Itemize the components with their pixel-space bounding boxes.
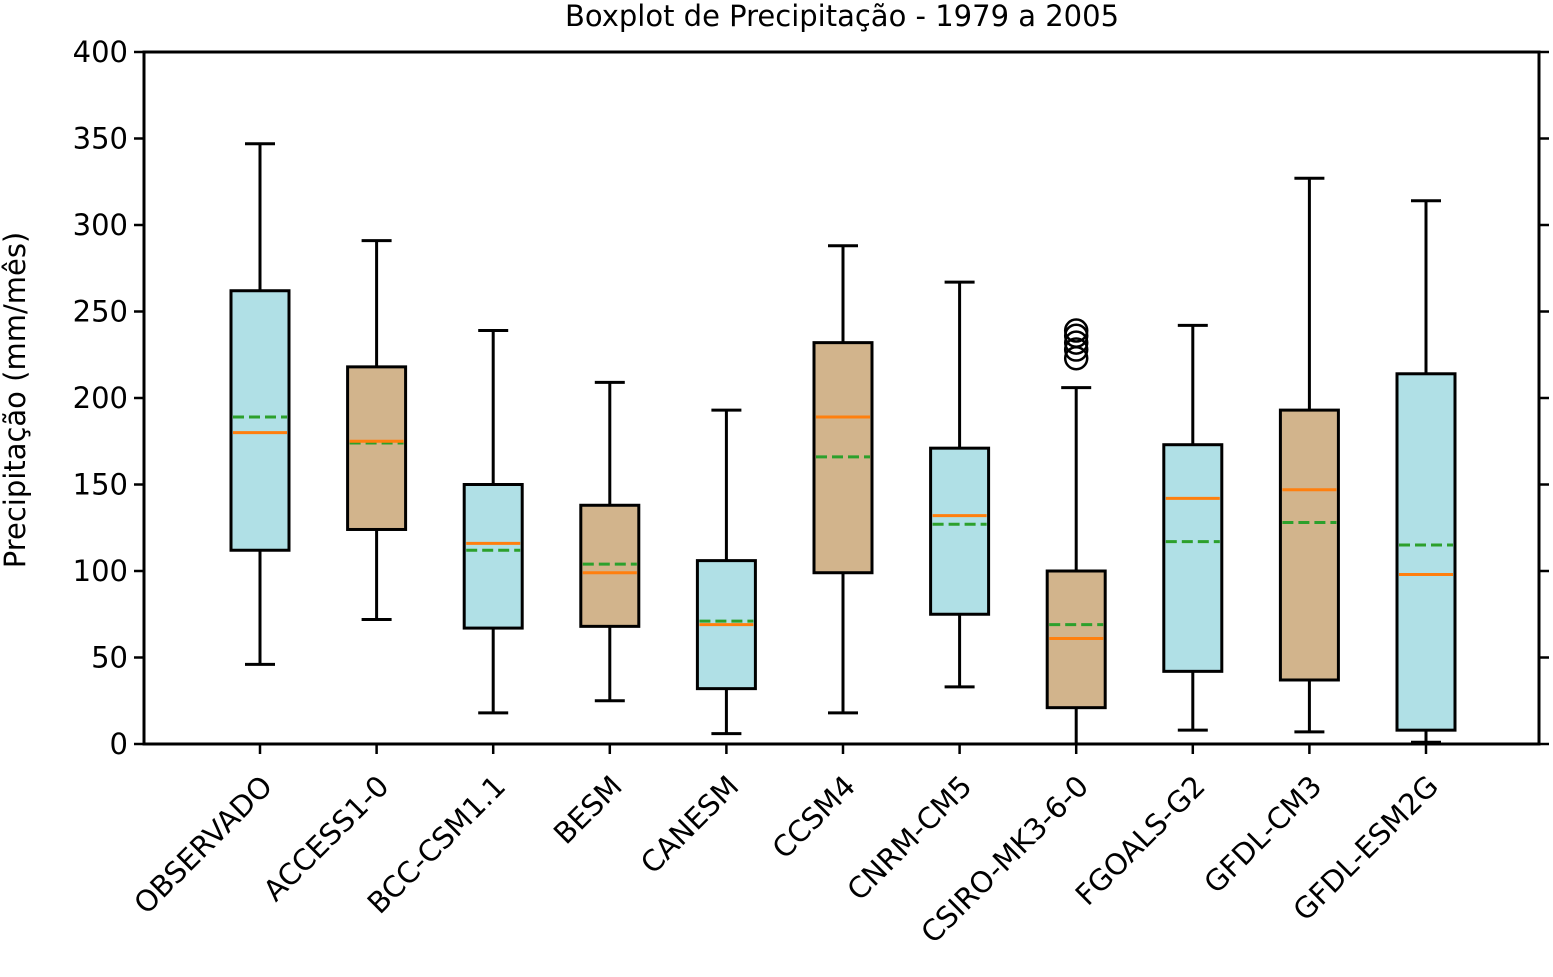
plot-area: 050100150200250300350400OBSERVADOACCESS1… — [73, 35, 1549, 950]
y-tick-label: 100 — [73, 554, 128, 588]
box-iqr — [1278, 408, 1340, 682]
box-iqr — [579, 503, 641, 628]
y-tick-label: 250 — [73, 295, 128, 329]
outlier-point — [1063, 318, 1089, 343]
y-tick-label: 50 — [91, 641, 128, 675]
x-tick-label: CANESM — [634, 769, 745, 880]
box-iqr — [1395, 372, 1457, 732]
box-iqr — [346, 365, 408, 531]
y-tick-label: 150 — [73, 468, 128, 502]
box-iqr — [462, 483, 524, 630]
y-axis-label: Precipitação (mm/mês) — [0, 232, 32, 569]
box-iqr — [1162, 443, 1224, 673]
axes-frame — [142, 50, 1541, 746]
y-tick-label: 400 — [73, 35, 128, 69]
y-tick-label: 300 — [73, 208, 128, 242]
y-tick-label: 200 — [73, 381, 128, 415]
chart-title: Boxplot de Precipitação - 1979 a 2005 — [565, 0, 1119, 33]
box-iqr — [229, 289, 291, 552]
outlier-point — [1063, 330, 1089, 355]
y-tick-label: 0 — [110, 727, 128, 761]
box-iqr — [929, 446, 991, 616]
x-tick-label: BESM — [547, 769, 629, 851]
y-tick-label: 350 — [73, 122, 128, 156]
x-tick-label: OBSERVADO — [127, 769, 279, 921]
outlier-point — [1063, 337, 1089, 362]
x-tick-label: CCSM4 — [766, 769, 862, 865]
